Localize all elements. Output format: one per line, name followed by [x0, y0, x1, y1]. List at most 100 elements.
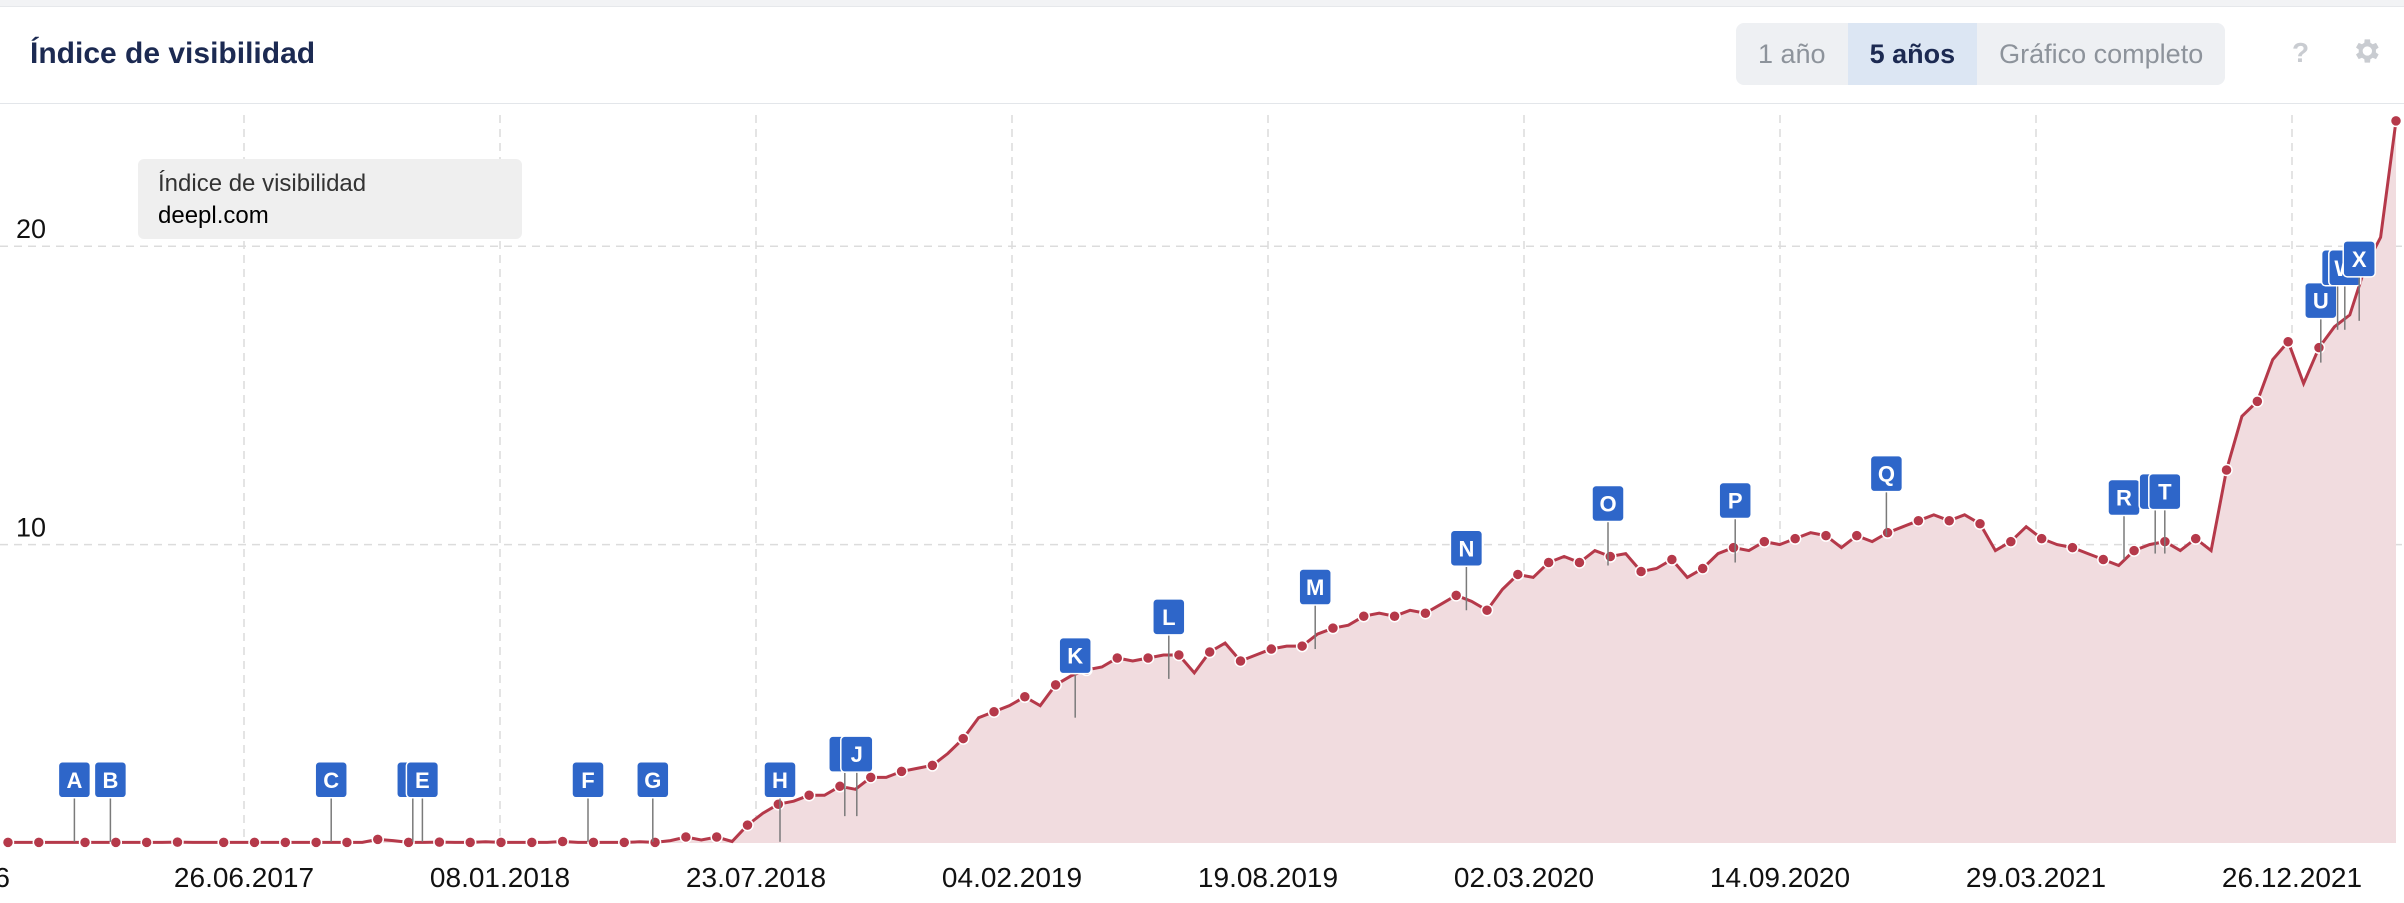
data-point[interactable]: [741, 818, 754, 832]
event-flag-q[interactable]: Q: [1869, 454, 1904, 536]
data-point[interactable]: [1265, 642, 1278, 656]
data-point[interactable]: [309, 836, 323, 849]
data-point[interactable]: [1788, 532, 1802, 545]
data-point[interactable]: [1449, 589, 1463, 602]
event-flag-m[interactable]: M: [1298, 568, 1332, 650]
event-flag-box[interactable]: [636, 761, 670, 799]
data-point[interactable]: [1111, 651, 1124, 665]
data-point[interactable]: [1973, 517, 1987, 530]
data-point[interactable]: [2281, 335, 2295, 348]
event-flag-p[interactable]: P: [1718, 481, 1752, 563]
data-point[interactable]: [1234, 654, 1247, 668]
data-point[interactable]: [1480, 604, 1494, 617]
data-point[interactable]: [2035, 532, 2048, 545]
event-flag-a[interactable]: A: [57, 761, 92, 842]
event-flag-box[interactable]: [1718, 481, 1752, 520]
data-point[interactable]: [1049, 678, 1062, 692]
data-point[interactable]: [802, 789, 816, 802]
data-point[interactable]: [587, 836, 600, 849]
data-point[interactable]: [895, 765, 908, 778]
event-flag-box[interactable]: [93, 761, 128, 799]
data-point[interactable]: [402, 836, 415, 849]
data-point[interactable]: [1912, 514, 1925, 527]
data-point[interactable]: [494, 836, 508, 849]
data-point[interactable]: [1295, 639, 1309, 653]
event-flag-l[interactable]: L: [1152, 598, 1186, 679]
data-point[interactable]: [772, 797, 785, 811]
event-flag-h[interactable]: H: [763, 761, 797, 842]
event-flag-box[interactable]: [2342, 240, 2376, 278]
data-point[interactable]: [2004, 535, 2018, 548]
data-point[interactable]: [433, 835, 446, 849]
event-flag-u[interactable]: U: [2304, 281, 2338, 363]
data-point[interactable]: [140, 836, 153, 849]
data-point[interactable]: [1172, 648, 1186, 662]
data-point[interactable]: [1634, 565, 1648, 578]
range-full-chart-button[interactable]: Gráfico completo: [1999, 39, 2204, 69]
data-point[interactable]: [987, 705, 1001, 718]
range-5-years-button[interactable]: 5 años: [1847, 23, 1978, 85]
event-flag-j[interactable]: J: [840, 735, 874, 817]
range-1-year-button[interactable]: 1 año: [1758, 39, 1826, 69]
data-point[interactable]: [1758, 535, 1771, 548]
data-point[interactable]: [926, 759, 939, 772]
event-flag-box[interactable]: [1869, 454, 1904, 493]
event-flag-box[interactable]: [2304, 281, 2338, 320]
event-flag-f[interactable]: F: [571, 761, 605, 842]
data-point[interactable]: [1018, 690, 1032, 704]
data-point[interactable]: [371, 833, 385, 846]
data-point[interactable]: [1573, 556, 1586, 569]
data-point[interactable]: [109, 836, 123, 849]
data-point[interactable]: [1727, 541, 1740, 554]
event-flag-box[interactable]: [763, 761, 797, 799]
event-flag-g[interactable]: G: [636, 761, 670, 842]
data-point[interactable]: [2066, 541, 2079, 554]
data-point[interactable]: [1141, 651, 1155, 665]
event-flag-n[interactable]: N: [1449, 529, 1484, 611]
gear-icon[interactable]: [2350, 35, 2382, 67]
data-point[interactable]: [1942, 514, 1956, 527]
data-point[interactable]: [78, 836, 92, 849]
event-flag-box[interactable]: [405, 761, 440, 799]
event-flag-box[interactable]: [840, 735, 874, 773]
event-flag-x[interactable]: X: [2342, 240, 2376, 321]
data-point[interactable]: [864, 771, 878, 784]
data-point[interactable]: [1388, 609, 1401, 623]
data-point[interactable]: [833, 780, 847, 793]
data-point[interactable]: [2097, 553, 2110, 566]
data-point[interactable]: [2189, 532, 2202, 545]
data-point[interactable]: [279, 836, 292, 849]
data-point[interactable]: [1357, 609, 1371, 623]
event-flag-b[interactable]: B: [93, 761, 128, 842]
data-point[interactable]: [2127, 544, 2141, 557]
event-flag-box[interactable]: [57, 761, 92, 799]
event-flag-box[interactable]: [1449, 529, 1484, 568]
event-flag-box[interactable]: [2148, 472, 2182, 511]
event-flag-o[interactable]: O: [1591, 484, 1625, 566]
data-point[interactable]: [2251, 395, 2264, 408]
data-point[interactable]: [1203, 645, 1216, 659]
event-flag-e[interactable]: E: [405, 761, 440, 842]
data-point[interactable]: [1, 836, 15, 849]
event-flag-box[interactable]: [1152, 598, 1186, 636]
event-flag-t[interactable]: T: [2148, 472, 2182, 554]
event-flag-r[interactable]: R: [2107, 478, 2141, 560]
data-point[interactable]: [32, 836, 46, 849]
data-point[interactable]: [217, 836, 230, 849]
data-point[interactable]: [679, 830, 693, 844]
data-point[interactable]: [171, 835, 184, 849]
help-icon[interactable]: ?: [2292, 37, 2310, 68]
event-flag-k[interactable]: K: [1058, 636, 1092, 718]
data-point[interactable]: [2389, 114, 2403, 128]
data-point[interactable]: [2220, 463, 2233, 477]
data-point[interactable]: [1542, 556, 1555, 569]
data-point[interactable]: [525, 836, 539, 849]
event-flag-box[interactable]: [314, 761, 348, 799]
data-point[interactable]: [1850, 529, 1864, 542]
data-point[interactable]: [1665, 553, 1679, 566]
data-point[interactable]: [463, 836, 477, 849]
event-flag-box[interactable]: [1298, 568, 1332, 606]
event-flag-box[interactable]: [1591, 484, 1625, 523]
data-point[interactable]: [1326, 621, 1340, 635]
data-point[interactable]: [1819, 529, 1833, 542]
